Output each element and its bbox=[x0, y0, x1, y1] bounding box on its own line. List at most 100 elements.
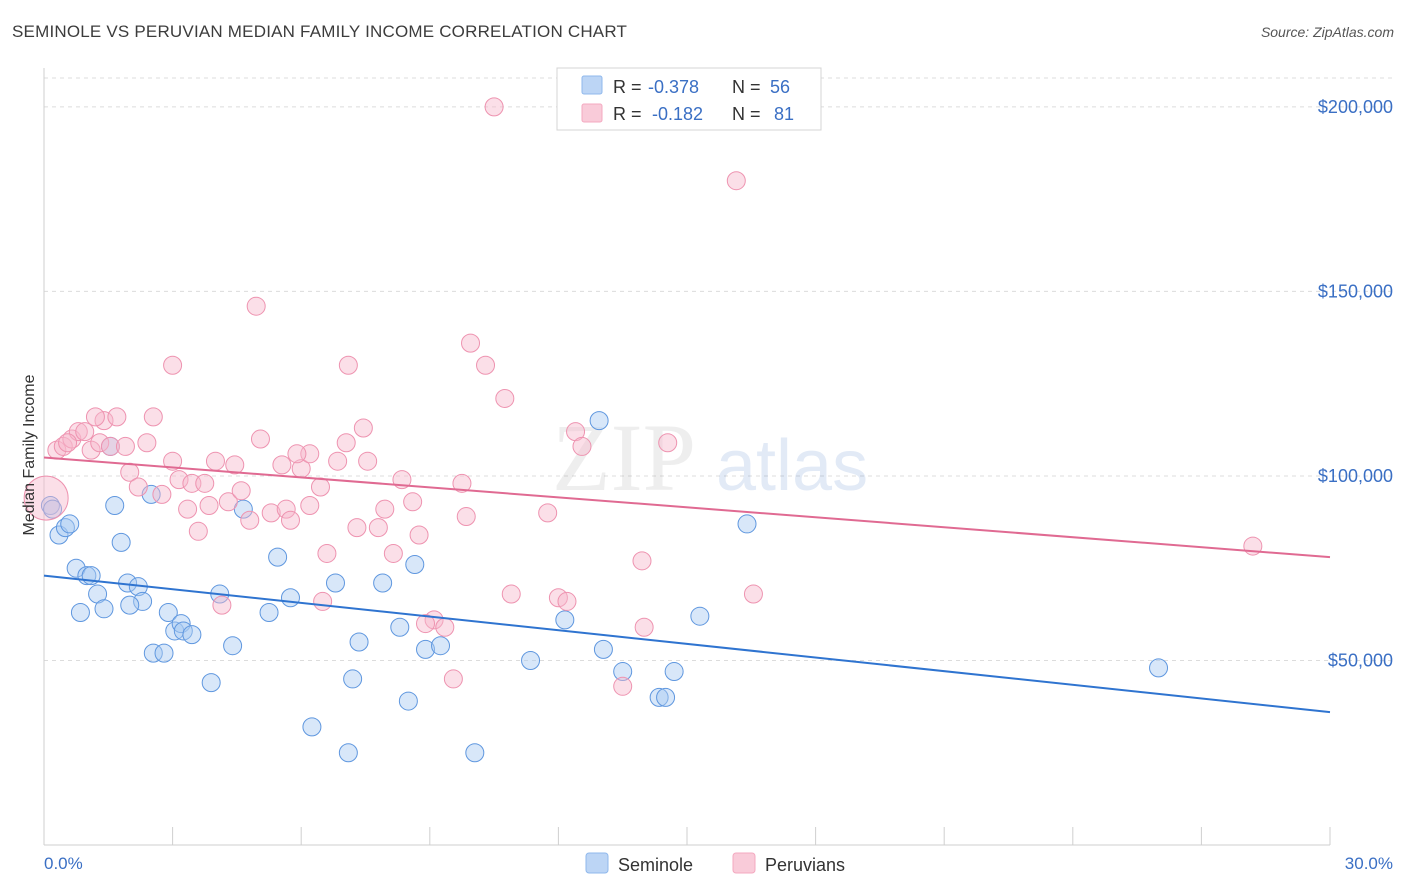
series-seminole bbox=[40, 411, 1169, 763]
y-tick-label: $100,000 bbox=[1318, 466, 1393, 486]
seminole-point bbox=[521, 650, 541, 670]
peruvians-point bbox=[212, 595, 232, 615]
peruvians-point bbox=[634, 617, 654, 637]
y-tick-label: $150,000 bbox=[1318, 281, 1393, 301]
y-tick-label: $50,000 bbox=[1328, 650, 1393, 670]
legend-r-value: -0.378 bbox=[648, 77, 699, 97]
seminole-point bbox=[158, 603, 178, 622]
seminole-point bbox=[70, 603, 90, 622]
peruvians-point bbox=[75, 422, 95, 442]
seminole-point bbox=[555, 610, 575, 630]
peruvians-point bbox=[137, 433, 157, 453]
legend-r-label: R = bbox=[613, 104, 642, 124]
seminole-point bbox=[416, 639, 436, 659]
legend: R = -0.378 N = 56 R = -0.182 N = 81 bbox=[556, 67, 822, 131]
peruvians-point bbox=[456, 507, 476, 527]
y-axis-title: Median Family Income bbox=[21, 374, 38, 535]
peruvians-point bbox=[300, 495, 320, 515]
peruvians-point bbox=[261, 503, 281, 523]
peruvians-point bbox=[313, 591, 333, 611]
seminole-point bbox=[182, 625, 202, 645]
bottom-legend-swatch-seminole bbox=[585, 852, 609, 874]
peruvians-point bbox=[317, 543, 337, 563]
bottom-legend-swatch-peruvians bbox=[732, 852, 756, 874]
peruvians-point bbox=[409, 525, 429, 545]
legend-swatch-peruvians bbox=[581, 103, 603, 123]
legend-n-value: 56 bbox=[770, 77, 790, 97]
peruvians-point bbox=[169, 470, 189, 490]
seminole-point bbox=[60, 514, 80, 534]
peruvians-point bbox=[416, 614, 436, 634]
peruvians-point bbox=[658, 433, 678, 453]
peruvians-point bbox=[246, 296, 266, 316]
seminole-point bbox=[94, 599, 114, 619]
seminole-point bbox=[66, 558, 86, 578]
peruvians-point bbox=[443, 669, 463, 689]
peruvians-point bbox=[85, 407, 105, 427]
seminole-point bbox=[431, 636, 451, 656]
peruvians-point bbox=[163, 355, 183, 375]
seminole-point bbox=[338, 743, 358, 763]
seminole-point bbox=[390, 617, 410, 637]
peruvians-point bbox=[557, 591, 577, 611]
gridlines bbox=[44, 77, 1395, 661]
bottom-legend: Seminole Peruvians bbox=[585, 852, 845, 875]
y-tick-label: $200,000 bbox=[1318, 97, 1393, 117]
peruvians-point bbox=[452, 473, 472, 493]
peruvians-point bbox=[287, 444, 307, 464]
trendlines bbox=[43, 456, 1331, 714]
peruvians-point bbox=[143, 407, 163, 427]
y-tick-labels: $50,000 $100,000 $150,000 $200,000 bbox=[1318, 97, 1393, 671]
seminole-point bbox=[325, 573, 345, 593]
seminole-point bbox=[349, 632, 369, 652]
seminole-point bbox=[111, 532, 131, 552]
peruvians-point bbox=[495, 388, 515, 408]
peruvians-point bbox=[375, 499, 395, 519]
peruvians-point bbox=[726, 171, 746, 191]
peruvians-point bbox=[383, 543, 403, 563]
seminole-point bbox=[268, 547, 288, 567]
peruvians-point bbox=[476, 355, 496, 375]
peruvians-point bbox=[272, 455, 292, 475]
seminole-point bbox=[201, 673, 221, 693]
watermark-zip: ZIP bbox=[552, 404, 696, 511]
seminole-point bbox=[120, 595, 140, 615]
seminole-point bbox=[737, 514, 757, 534]
peruvians-point bbox=[163, 451, 183, 471]
peruvians-point bbox=[501, 584, 521, 604]
peruvians-point bbox=[205, 451, 225, 471]
seminole-point bbox=[1149, 658, 1169, 678]
legend-r-label: R = bbox=[613, 77, 642, 97]
x-tick-label: 30.0% bbox=[1345, 854, 1393, 873]
peruvians-point bbox=[276, 499, 296, 519]
peruvians-point bbox=[338, 355, 358, 375]
seminole-point bbox=[589, 411, 609, 431]
watermark: ZIP atlas bbox=[552, 404, 868, 511]
seminole-point bbox=[154, 643, 174, 663]
seminole-point bbox=[223, 636, 243, 656]
peruvians-point bbox=[199, 495, 219, 515]
seminole-point bbox=[302, 717, 322, 737]
peruvians-point bbox=[358, 451, 378, 471]
legend-swatch-seminole bbox=[581, 75, 603, 95]
x-tick-labels: 0.0% 30.0% bbox=[44, 854, 1393, 873]
seminole-point bbox=[613, 662, 633, 682]
axes bbox=[43, 68, 1331, 846]
legend-n-value: 81 bbox=[774, 104, 794, 124]
legend-r-value: -0.182 bbox=[652, 104, 703, 124]
peruvians-point bbox=[115, 436, 135, 456]
seminole-point bbox=[405, 555, 425, 575]
x-tick-label: 0.0% bbox=[44, 854, 83, 873]
seminole-point bbox=[343, 669, 363, 689]
peruvians-point bbox=[195, 473, 215, 493]
peruvians-trendline bbox=[43, 456, 1331, 559]
peruvians-point bbox=[572, 436, 592, 456]
peruvians-point bbox=[347, 518, 367, 538]
peruvians-point bbox=[538, 503, 558, 523]
peruvians-point bbox=[336, 433, 356, 453]
peruvians-point bbox=[23, 475, 69, 521]
peruvians-point bbox=[240, 510, 260, 530]
peruvians-point bbox=[128, 477, 148, 497]
bottom-legend-peruvians: Peruvians bbox=[765, 855, 845, 875]
peruvians-point bbox=[188, 521, 208, 541]
